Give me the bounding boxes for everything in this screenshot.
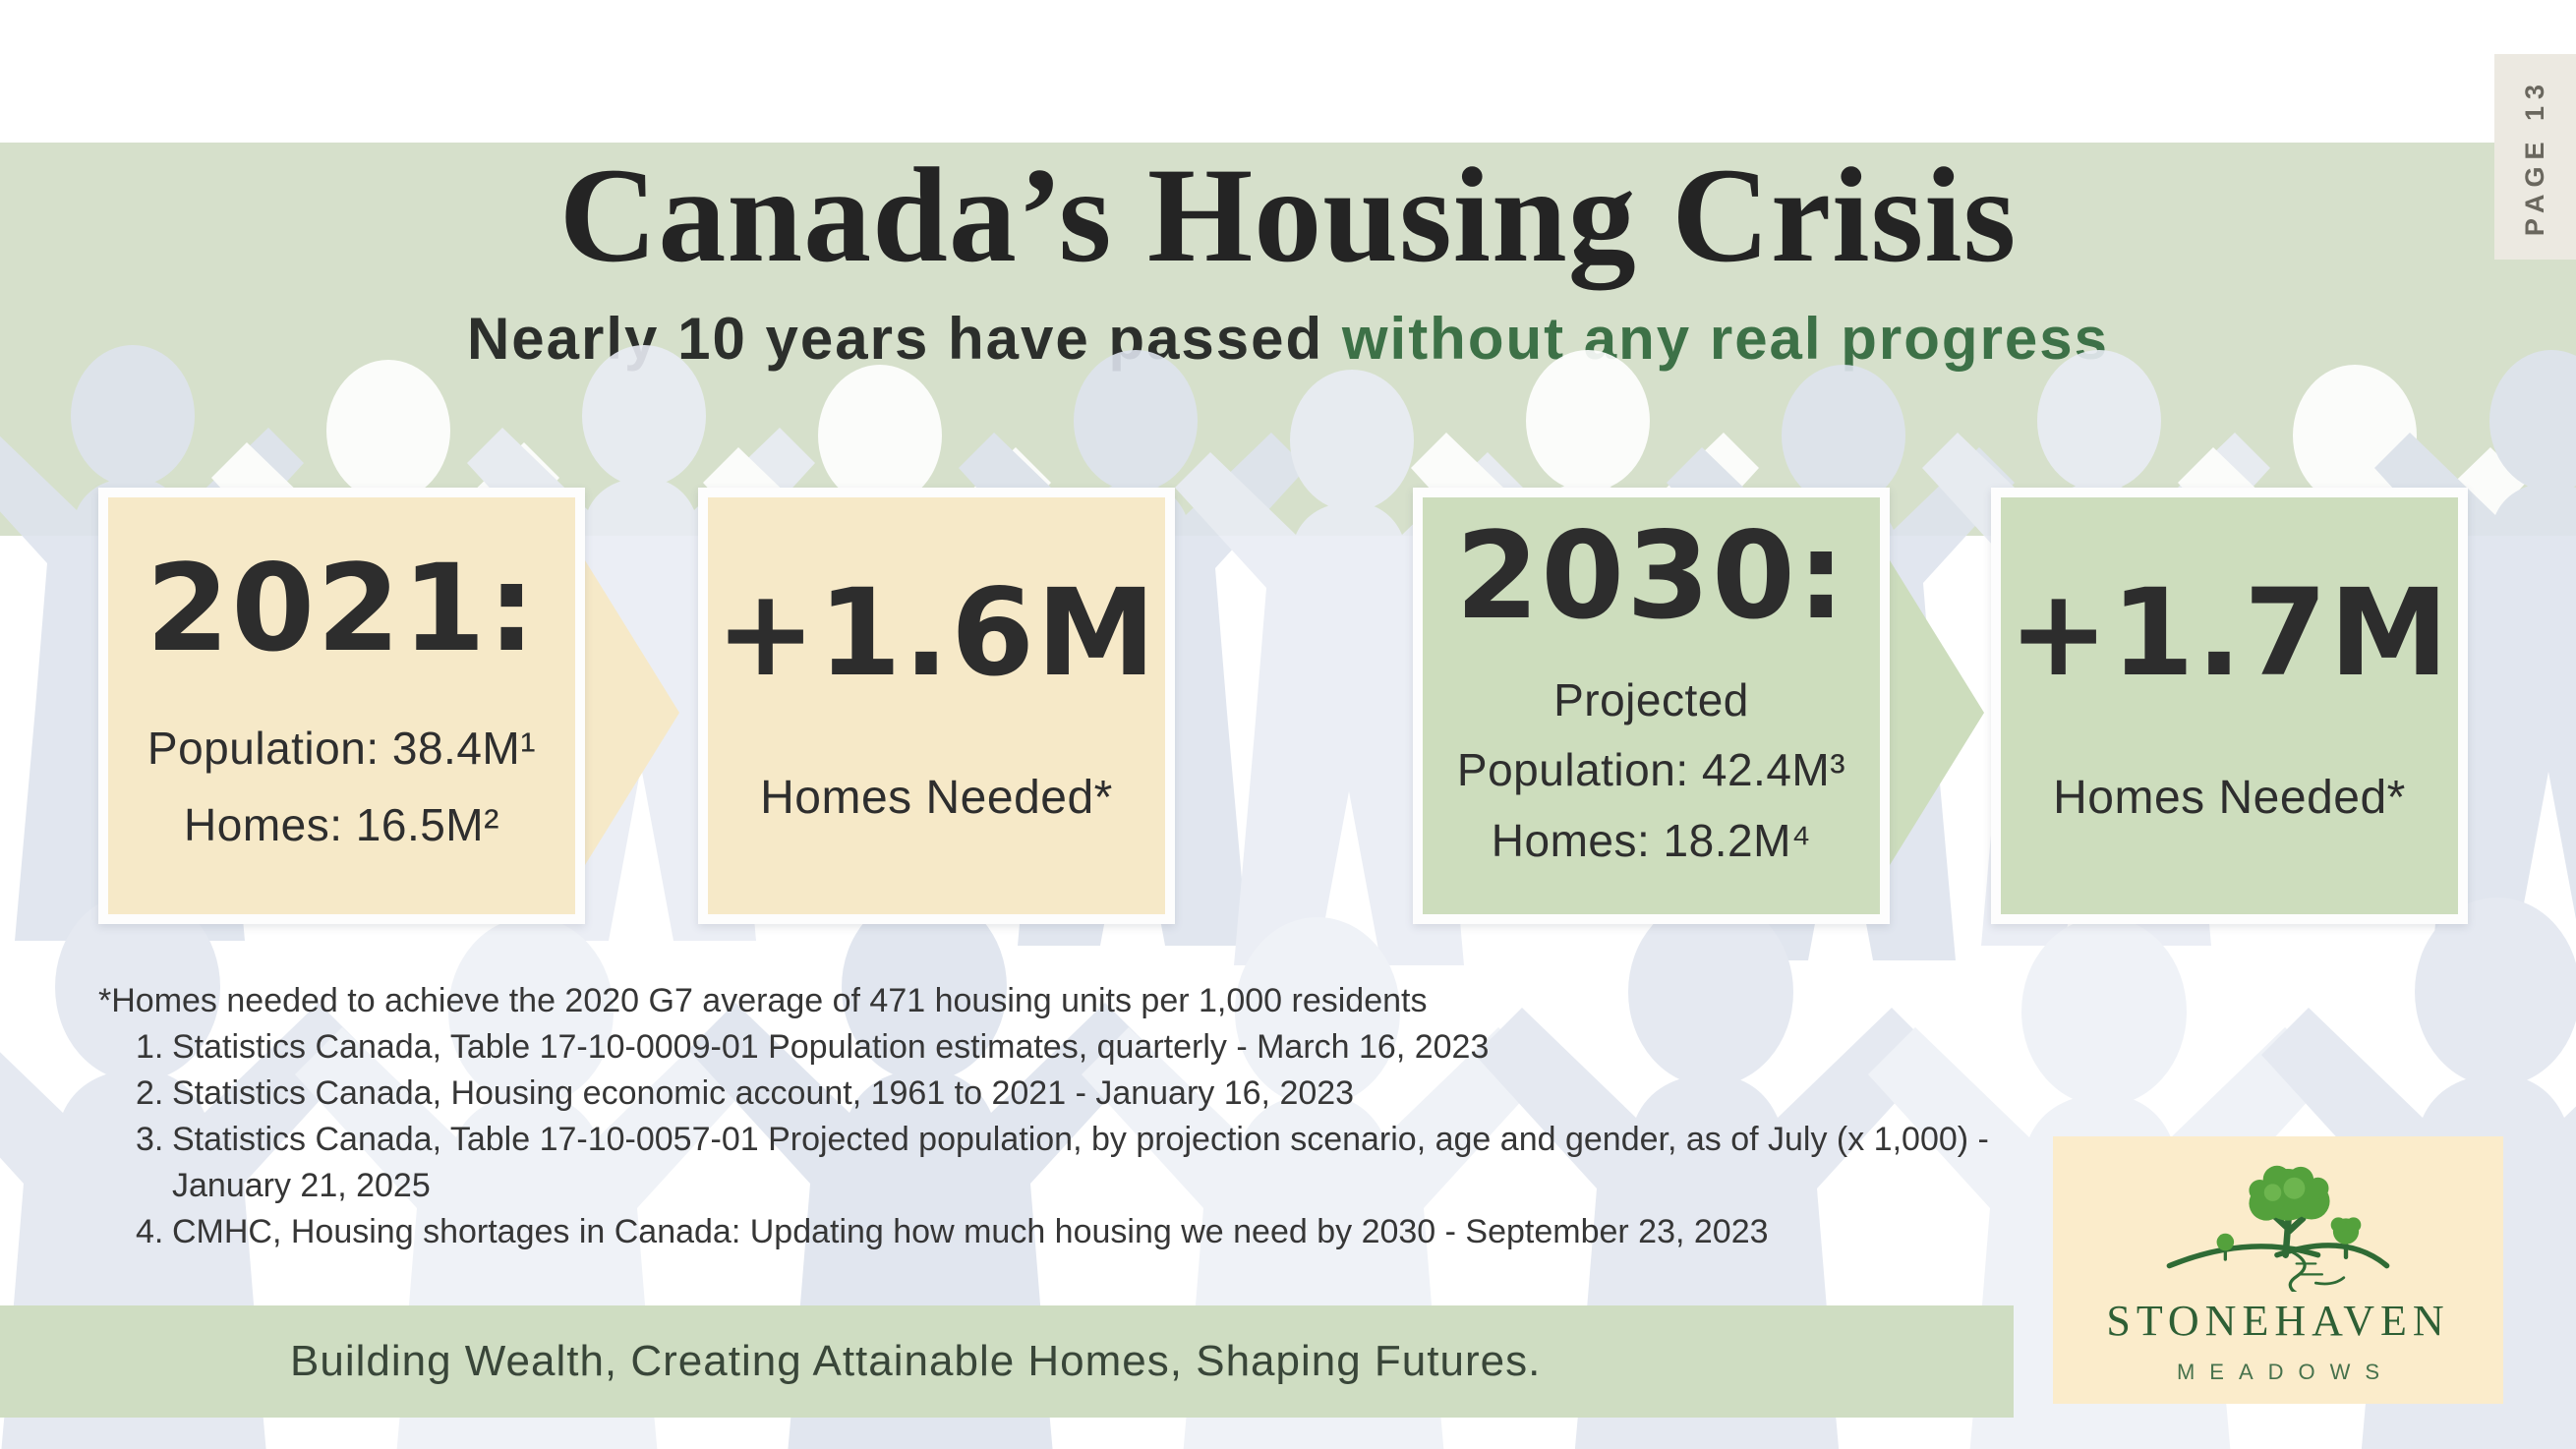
stat-box-lines: Homes Needed* — [760, 758, 1113, 839]
logo-name: STONEHAVEN — [2106, 1297, 2450, 1345]
stat-box-lines: Homes Needed* — [2053, 758, 2406, 839]
stat-box-line: Population: 42.4M³ — [1456, 744, 1846, 796]
slide-subtitle: Nearly 10 years have passed without any … — [467, 309, 2109, 369]
stat-box-line: Homes: 16.5M² — [184, 799, 499, 850]
footnote-text: Statistics Canada, Table 17-10-0057-01 P… — [172, 1121, 1989, 1204]
stat-box-line: Homes Needed* — [760, 772, 1113, 825]
stat-box-lines: Projected Population: 42.4M³ Homes: 18.2… — [1457, 666, 1845, 876]
footnote-number: 1. — [136, 1028, 164, 1066]
footnote-item: 3. Statistics Canada, Table 17-10-0057-0… — [98, 1117, 2045, 1209]
flow-arrow-icon — [1890, 560, 1984, 865]
footnotes: *Homes needed to achieve the 2020 G7 ave… — [98, 978, 2045, 1255]
page-title: Canada’s Housing Crisis — [558, 140, 2018, 290]
stat-box-2030: 2030: Projected Population: 42.4M³ Homes… — [1413, 488, 1890, 924]
page-number-tab: PAGE 13 — [2494, 54, 2576, 260]
stonehaven-logo-card: STONEHAVEN MEADOWS — [2053, 1136, 2503, 1404]
footnote-text: Statistics Canada, Housing economic acco… — [172, 1074, 1355, 1112]
footnote-text: Statistics Canada, Table 17-10-0009-01 P… — [172, 1028, 1490, 1066]
stat-box-line: Projected — [1553, 674, 1749, 726]
footnote-item: 2. Statistics Canada, Housing economic a… — [98, 1071, 2045, 1117]
stat-box-line: Homes Needed* — [2053, 772, 2406, 825]
footnote-star: *Homes needed to achieve the 2020 G7 ave… — [98, 982, 1428, 1019]
stat-box-line: Homes: 18.2M⁴ — [1491, 814, 1812, 866]
page-number-label: PAGE 13 — [2520, 77, 2549, 237]
footnote-item: 4. CMHC, Housing shortages in Canada: Up… — [98, 1209, 2045, 1255]
tagline-bar: Building Wealth, Creating Attainable Hom… — [0, 1305, 2014, 1418]
flow-arrow-icon — [585, 560, 679, 865]
stat-box-line: Population: 38.4M¹ — [146, 722, 537, 774]
logo-subname: MEADOWS — [2176, 1360, 2395, 1384]
footnote-number: 4. — [136, 1213, 164, 1250]
stonehaven-tree-icon — [2166, 1165, 2390, 1292]
stat-box-2021: 2021: Population: 38.4M¹ Homes: 16.5M² — [98, 488, 585, 924]
footnote-number: 3. — [136, 1121, 164, 1158]
footnote-number: 2. — [136, 1074, 164, 1112]
footnote-text: CMHC, Housing shortages in Canada: Updat… — [172, 1213, 1769, 1250]
stat-box-homes-needed-2021: +1.6M Homes Needed* — [698, 488, 1175, 924]
tagline-text: Building Wealth, Creating Attainable Hom… — [290, 1337, 1542, 1385]
stat-box-title: 2021: — [146, 538, 538, 678]
footnote-item: 1. Statistics Canada, Table 17-10-0009-0… — [98, 1024, 2045, 1071]
stat-box-title: +1.6M — [715, 563, 1158, 704]
stat-box-homes-needed-2030: +1.7M Homes Needed* — [1991, 488, 2468, 924]
subtitle-highlight-text: without any real progress — [1341, 305, 2110, 372]
stat-box-title: 2030: — [1455, 506, 1847, 647]
stat-box-lines: Population: 38.4M¹ Homes: 16.5M² — [147, 710, 536, 863]
stat-box-title: +1.7M — [2008, 563, 2451, 704]
